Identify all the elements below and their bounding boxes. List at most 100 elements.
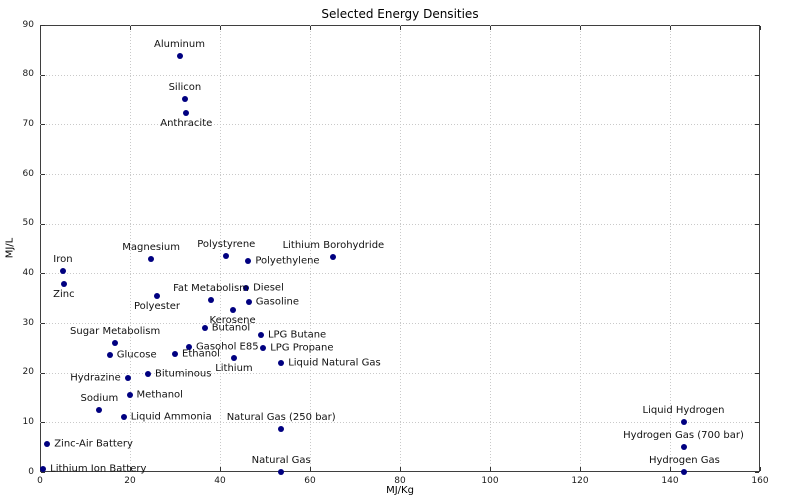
gridline-y-20	[40, 372, 760, 374]
point-hydrogen-gas-700-bar	[680, 444, 687, 451]
x-tick-top-20	[130, 26, 131, 30]
point-polyethylene	[245, 258, 252, 265]
gridline-x-40	[220, 25, 221, 472]
y-tick-label-30: 30	[22, 317, 34, 328]
point-gasohol-e85	[185, 343, 192, 350]
gridline-y-30	[40, 323, 760, 324]
gridline-y-10	[40, 422, 760, 424]
y-tick-right-50	[755, 223, 759, 225]
label-polyethylene: Polyethylene	[255, 255, 320, 267]
gridline-x-100	[490, 25, 491, 472]
label-sugar-metabolism: Sugar Metabolism	[70, 325, 161, 337]
point-liquid-natural-gas	[278, 359, 285, 366]
point-diesel	[243, 285, 250, 292]
point-aluminum	[176, 52, 183, 59]
label-glucose: Glucose	[116, 349, 157, 361]
label-iron: Iron	[53, 253, 73, 265]
x-tick-label-140: 140	[661, 476, 679, 486]
gridline-y-50	[40, 223, 760, 225]
label-sodium: Sodium	[80, 393, 119, 405]
x-tick-top-160	[760, 26, 761, 30]
point-methanol	[126, 392, 133, 399]
point-zinc	[60, 280, 67, 287]
label-hydrogen-gas-700-bar: Hydrogen Gas (700 bar)	[623, 430, 744, 442]
x-tick-label-20: 20	[124, 476, 136, 486]
x-tick-label-160: 160	[751, 476, 769, 486]
gridline-x-20	[130, 25, 131, 472]
x-tick-label-120: 120	[571, 476, 589, 486]
x-tick-label-40: 40	[214, 476, 226, 486]
point-fat-metabolism	[208, 296, 214, 303]
label-diesel: Diesel	[253, 282, 284, 294]
y-tick-50	[41, 223, 45, 225]
label-liquid-natural-gas: Liquid Natural Gas	[288, 357, 381, 369]
label-lpg-propane: LPG Propane	[270, 342, 334, 354]
x-tick-160	[760, 467, 761, 471]
label-aluminum: Aluminum	[154, 38, 205, 50]
x-tick-80	[400, 467, 401, 471]
x-axis-label: MJ/Kg	[386, 485, 414, 496]
point-iron	[59, 267, 66, 274]
point-zinc-air-battery	[44, 440, 51, 447]
y-tick-10	[41, 422, 45, 424]
x-tick-top-80	[400, 26, 401, 30]
x-tick-label-0: 0	[37, 476, 43, 486]
y-tick-right-80	[755, 74, 759, 76]
x-tick-top-100	[490, 26, 491, 30]
point-sodium	[96, 407, 103, 414]
y-tick-right-10	[755, 422, 759, 424]
x-tick-40	[220, 467, 221, 471]
y-tick-right-0	[755, 472, 759, 473]
y-tick-label-20: 20	[22, 367, 34, 378]
y-tick-label-80: 80	[22, 69, 34, 80]
label-ethanol: Ethanol	[182, 348, 220, 360]
x-tick-top-140	[670, 26, 671, 30]
y-tick-label-40: 40	[22, 267, 34, 278]
point-anthracite	[183, 109, 190, 116]
point-lithium-borohydride	[330, 253, 337, 260]
y-tick-80	[41, 74, 45, 76]
label-lithium: Lithium	[215, 362, 253, 374]
y-tick-70	[41, 124, 45, 126]
gridline-x-80	[400, 25, 401, 472]
gridline-y-80	[40, 74, 760, 76]
x-tick-140	[670, 467, 671, 471]
y-tick-right-20	[755, 372, 759, 374]
y-tick-label-90: 90	[22, 19, 34, 30]
point-lithium	[230, 354, 237, 361]
label-kerosene: Kerosene	[209, 314, 256, 326]
label-zinc-air-battery: Zinc-Air Battery	[54, 438, 133, 450]
label-lithium-borohydride: Lithium Borohydride	[282, 239, 385, 251]
chart-title: Selected Energy Densities	[321, 7, 479, 21]
gridline-y-70	[40, 124, 760, 126]
label-natural-gas: Natural Gas	[251, 454, 311, 466]
label-magnesium: Magnesium	[122, 241, 180, 253]
x-tick-top-40	[220, 26, 221, 30]
point-lpg-propane	[260, 344, 267, 351]
point-natural-gas	[278, 468, 285, 475]
y-tick-right-90	[755, 25, 759, 26]
y-tick-label-50: 50	[22, 218, 34, 229]
label-hydrazine: Hydrazine	[70, 372, 121, 384]
point-natural-gas-250-bar	[278, 425, 285, 432]
point-polystyrene	[223, 252, 230, 259]
label-silicon: Silicon	[168, 82, 202, 93]
x-tick-label-100: 100	[481, 476, 499, 486]
point-magnesium	[148, 255, 155, 262]
gridline-y-40	[40, 273, 760, 275]
label-gasohol-e85: Gasohol E85	[195, 341, 259, 353]
point-bituminous	[145, 370, 151, 377]
point-kerosene	[229, 306, 236, 313]
y-tick-label-0: 0	[28, 466, 34, 477]
y-axis-label: MJ/L	[4, 237, 16, 259]
point-ethanol	[172, 350, 178, 357]
label-polystyrene: Polystyrene	[197, 238, 256, 250]
y-tick-30	[41, 323, 45, 324]
gridline-x-140	[670, 25, 671, 472]
label-liquid-hydrogen: Liquid Hydrogen	[642, 405, 725, 417]
label-gasoline: Gasoline	[255, 296, 300, 308]
point-silicon	[181, 96, 188, 102]
point-glucose	[106, 351, 113, 358]
label-zinc: Zinc	[53, 288, 75, 300]
